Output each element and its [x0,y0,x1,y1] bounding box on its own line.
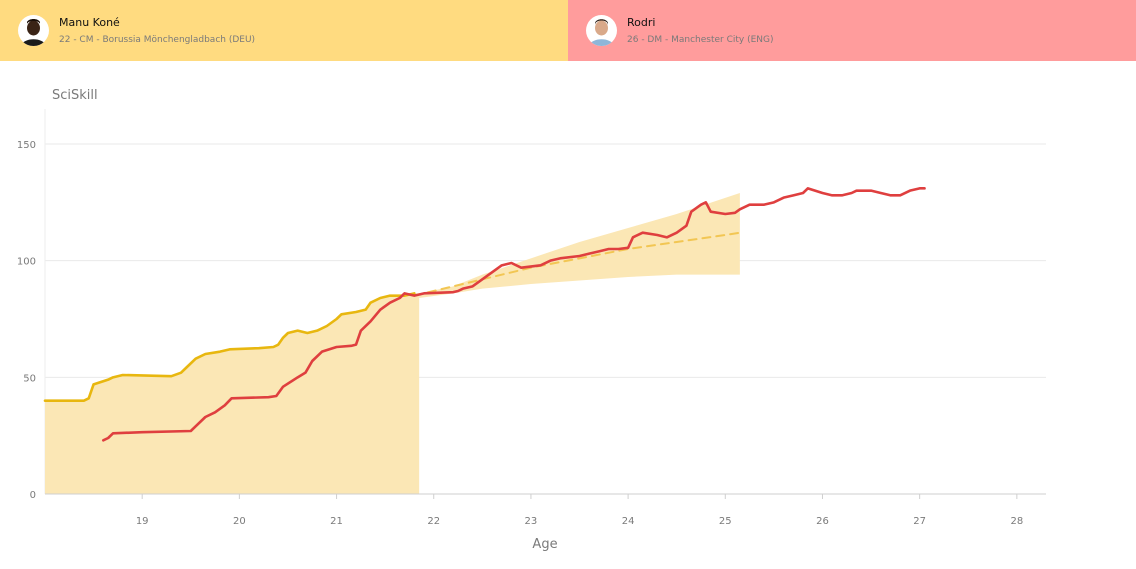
series-layer [43,187,926,442]
x-tick-label: 27 [913,516,926,527]
axis-layer: 0 50 100 150 19 20 21 22 23 24 25 26 27 28 [17,140,1046,527]
confidence-band [45,293,420,494]
y-tick-label: 50 [23,373,36,384]
series-line [102,187,926,442]
y-tick-label: 100 [17,257,36,268]
sciskill-chart: SciSkill 0 50 100 150 19 20 21 22 23 24 25 26 27 28 A… [0,61,1136,565]
player-name: Rodri [627,15,656,29]
x-tick-label: 25 [719,516,732,527]
player-card-rodri[interactable]: Rodri 26 - DM - Manchester City (ENG) [568,0,1136,61]
player-comparison-header: Manu Koné 22 - CM - Borussia Mönchenglad… [0,0,1136,61]
sciskill-chart-svg: SciSkill 0 50 100 150 19 20 21 22 23 24 25 26 27 28 A… [17,88,1046,552]
player-photo-icon [18,15,49,46]
chart-title: SciSkill [52,88,98,103]
series-line [43,292,416,402]
x-tick-label: 21 [330,516,343,527]
confidence-band [419,193,740,298]
x-tick-label: 24 [622,516,635,527]
x-tick-label: 26 [816,516,829,527]
player-card-manu-kone[interactable]: Manu Koné 22 - CM - Borussia Mönchenglad… [0,0,568,61]
x-axis-label: Age [532,537,557,552]
x-tick-label: 19 [136,516,149,527]
projection-line [413,231,741,297]
y-tick-label: 150 [17,140,36,151]
x-tick-label: 20 [233,516,246,527]
y-tick-label: 0 [30,490,36,501]
x-tick-label: 28 [1010,516,1023,527]
player-photo-icon [586,15,617,46]
x-tick-label: 23 [525,516,538,527]
band-layer [45,193,740,494]
player-name: Manu Koné [59,15,120,29]
player-details: 26 - DM - Manchester City (ENG) [627,34,774,45]
x-tick-label: 22 [427,516,440,527]
player-details: 22 - CM - Borussia Mönchengladbach (DEU) [59,34,256,45]
